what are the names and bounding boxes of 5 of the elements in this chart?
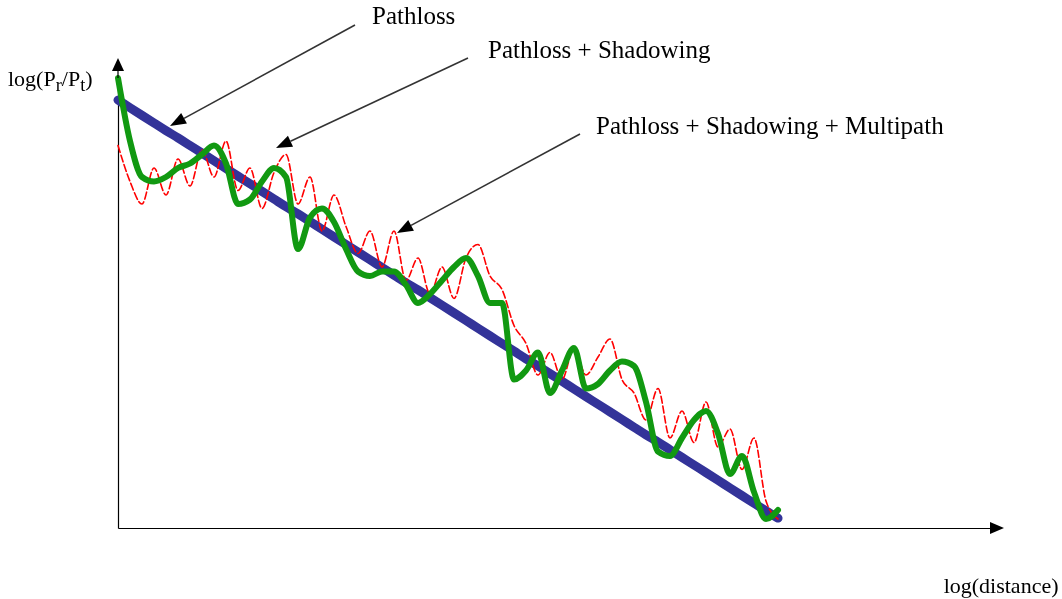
text: Pathloss xyxy=(372,2,456,30)
text: Pathloss + Shadowing + Multipath xyxy=(596,112,944,140)
text: Pathloss + Shadowing xyxy=(488,36,711,64)
x-axis-title: log(distance) xyxy=(943,572,1059,598)
y-axis-title: log(P$_{r}$/P$_{t}$) xyxy=(8,66,93,97)
